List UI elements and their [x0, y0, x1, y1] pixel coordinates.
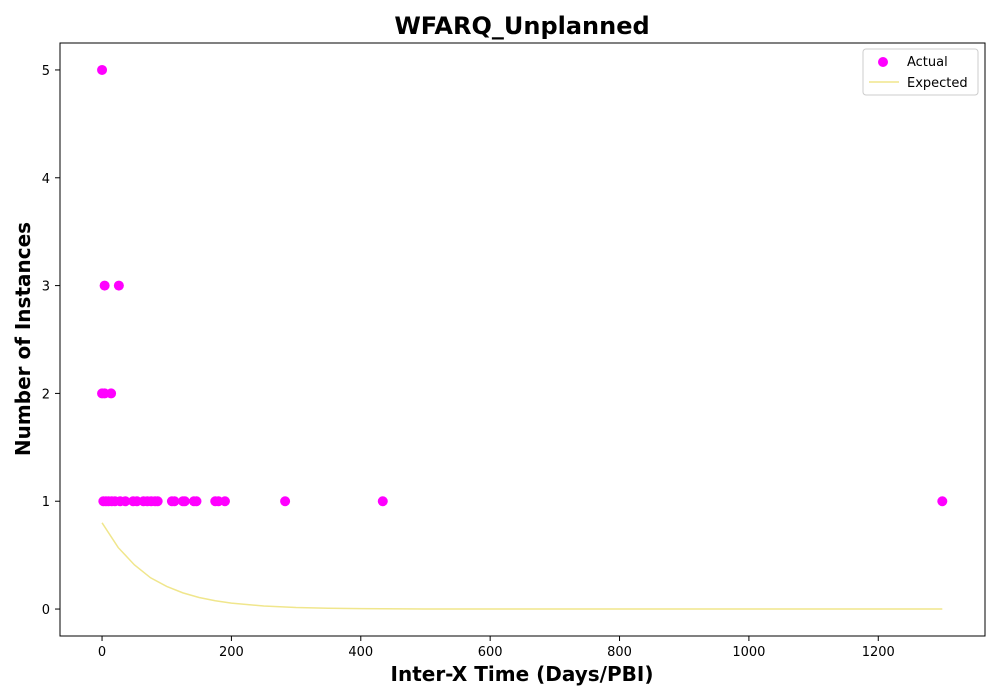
actual-point — [937, 496, 948, 507]
x-tick-label: 200 — [219, 645, 244, 660]
y-tick-label: 2 — [42, 387, 50, 402]
actual-point — [152, 496, 163, 507]
actual-point — [191, 496, 202, 507]
y-tick-label: 5 — [42, 64, 50, 79]
chart-title: WFARQ_Unplanned — [394, 12, 649, 40]
y-axis-title: Number of Instances — [11, 222, 35, 456]
x-tick-label: 400 — [348, 645, 373, 660]
x-tick-label: 600 — [478, 645, 503, 660]
y-axis: 0 1 2 3 4 5 — [42, 64, 60, 618]
plot-area — [59, 42, 986, 637]
legend-actual-label: Actual — [907, 55, 948, 70]
plot-frame — [59, 42, 986, 637]
x-tick-label: 1000 — [732, 645, 765, 660]
y-tick-label: 0 — [42, 603, 50, 618]
actual-point — [280, 496, 291, 507]
expected-line — [101, 522, 943, 610]
actual-point — [377, 496, 388, 507]
legend-box — [862, 48, 979, 96]
actual-point — [97, 64, 108, 75]
actual-point — [106, 388, 117, 399]
actual-point — [99, 280, 110, 291]
x-axis: 0 200 400 600 800 1000 1200 — [98, 636, 895, 660]
legend: Actual Expected — [862, 48, 979, 96]
x-tick-label: 800 — [607, 645, 632, 660]
actual-point — [219, 496, 230, 507]
actual-point — [169, 496, 180, 507]
x-axis-title: Inter-X Time (Days/PBI) — [391, 662, 654, 686]
legend-actual-marker — [878, 57, 888, 67]
actual-point — [113, 280, 124, 291]
y-tick-label: 3 — [42, 280, 50, 295]
x-tick-label: 0 — [98, 645, 106, 660]
actual-point — [120, 496, 131, 507]
legend-expected-label: Expected — [907, 76, 968, 91]
x-tick-label: 1200 — [862, 645, 895, 660]
y-tick-label: 4 — [42, 172, 50, 187]
actual-point — [179, 496, 190, 507]
y-tick-label: 1 — [42, 495, 50, 510]
